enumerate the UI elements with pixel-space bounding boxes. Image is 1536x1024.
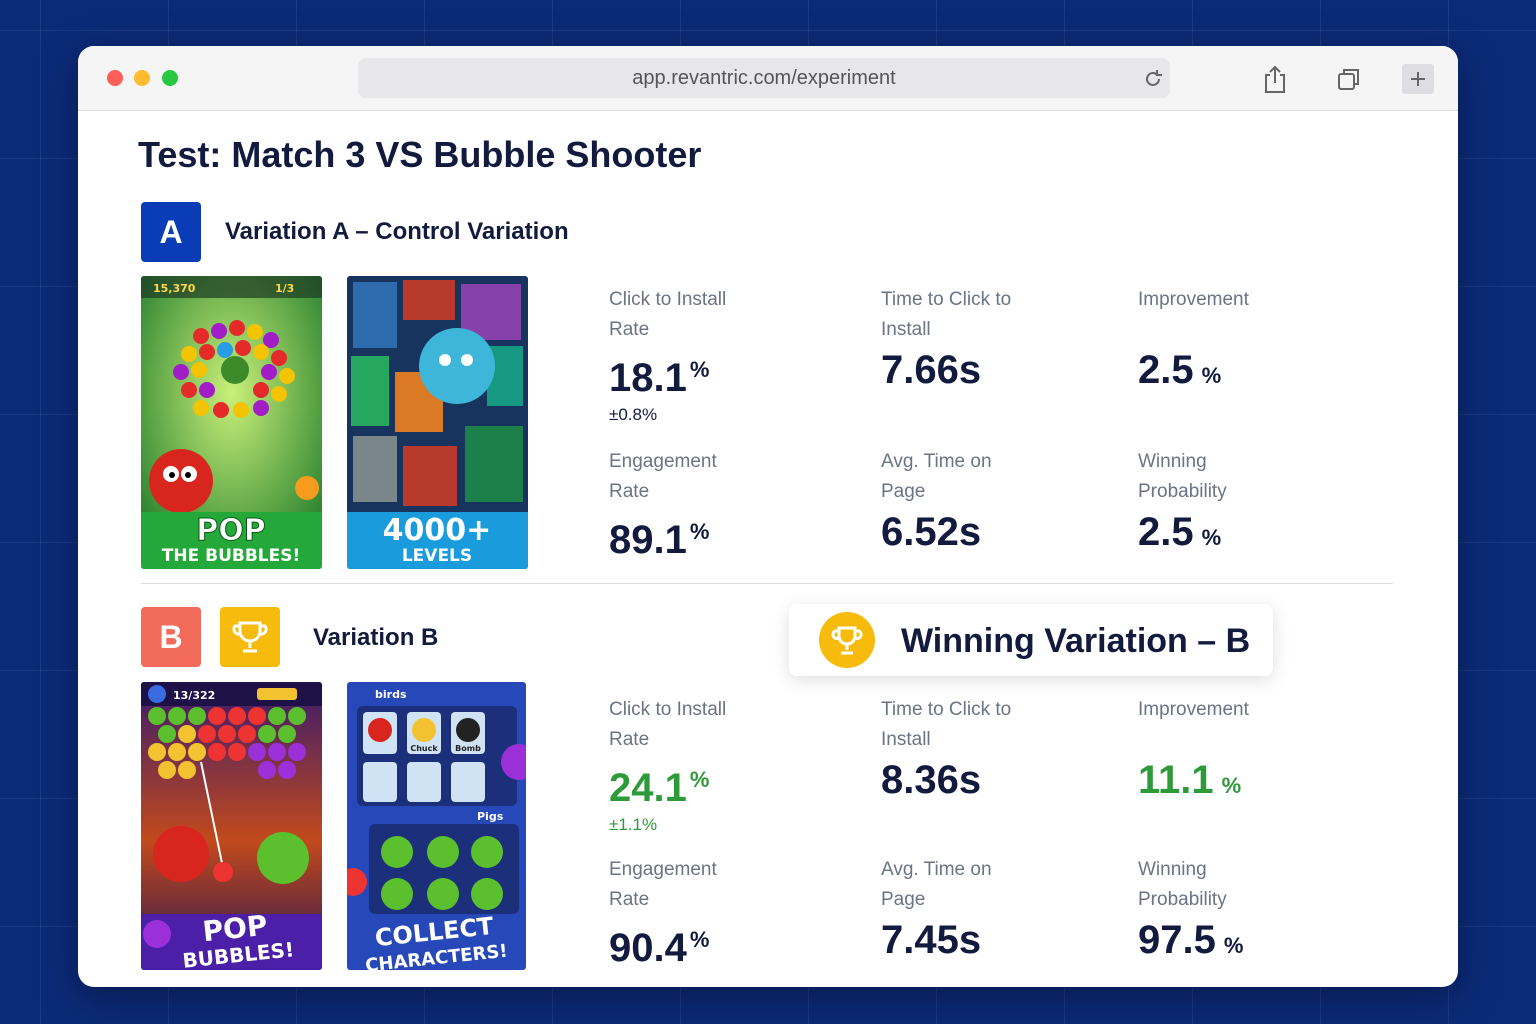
- page-title: Test: Match 3 VS Bubble Shooter: [138, 134, 702, 175]
- creative-caption: POP: [196, 513, 265, 548]
- value-number: 97.5: [1138, 918, 1216, 962]
- metric-label: Avg. Time on Page: [881, 859, 992, 910]
- metric-note: ±1.1%: [609, 815, 658, 834]
- winner-label: Winning Variation – B: [901, 622, 1251, 660]
- winner-card: Winning Variation – B: [789, 604, 1273, 676]
- creative-caption: 4000+: [383, 513, 492, 548]
- trophy-badge: [220, 607, 280, 667]
- metric-value: 8.36s: [881, 757, 1071, 803]
- bubbles: [173, 320, 295, 418]
- metric: Winning Probability 97.5%: [1138, 855, 1328, 969]
- ad-creative: 13/322 POP BUBBLES!: [141, 682, 322, 970]
- hud-text: 15,370: [153, 282, 196, 295]
- bird: [149, 449, 213, 513]
- value-number: 90.4: [609, 926, 687, 970]
- metric-label: Engagement Rate: [609, 859, 717, 910]
- url: app.revantric.com/experiment: [632, 67, 896, 89]
- metric-value: 2.5%: [1138, 347, 1328, 399]
- value-number: 8.36s: [881, 758, 982, 802]
- metric: Engagement Rate 89.1%: [609, 447, 799, 563]
- value-unit: %: [1223, 933, 1244, 958]
- metric-value: 2.5%: [1138, 509, 1328, 561]
- metric-value: 18.1%: [609, 347, 799, 401]
- panel-title: birds: [375, 688, 407, 701]
- minimize-button[interactable]: [134, 70, 150, 86]
- value-number: 6.52s: [881, 510, 982, 554]
- ad-creative: 4000+ LEVELS: [347, 276, 528, 569]
- metric-note: ±0.8%: [609, 405, 658, 424]
- metric-value: 11.1%: [1138, 757, 1328, 809]
- metric: Time to Click to Install 8.36s: [881, 695, 1071, 803]
- value-unit: %: [1201, 525, 1222, 550]
- metric-label: Time to Click to Install: [881, 289, 1012, 340]
- divider: [141, 583, 1393, 584]
- value-number: 24.1: [609, 766, 687, 810]
- creative-caption: LEVELS: [402, 546, 472, 566]
- value-number: 11.1: [1138, 758, 1214, 802]
- variation-badge: A: [141, 202, 201, 262]
- metric-label: Time to Click to Install: [881, 699, 1012, 750]
- value-number: 7.66s: [881, 348, 982, 392]
- metric-label: Winning Probability: [1138, 859, 1227, 910]
- metric: Winning Probability 2.5%: [1138, 447, 1328, 561]
- new-tab-button[interactable]: [1402, 64, 1434, 94]
- value-unit: %: [1221, 773, 1242, 798]
- metric: Engagement Rate 90.4%: [609, 855, 799, 971]
- tabs-icon[interactable]: [1337, 67, 1361, 91]
- metric: Click to Install Rate 24.1% ±1.1%: [609, 695, 799, 835]
- metric-value: 7.45s: [881, 917, 1071, 963]
- value-unit: %: [689, 767, 710, 792]
- trophy-icon: [819, 612, 875, 668]
- metric-label: Improvement: [1138, 699, 1249, 720]
- value-unit: %: [689, 357, 710, 382]
- metric-value: 6.52s: [881, 509, 1071, 555]
- metric-label: Click to Install Rate: [609, 289, 727, 340]
- metric-value: 7.66s: [881, 347, 1071, 393]
- value-unit: %: [1201, 363, 1222, 388]
- metric: Avg. Time on Page 7.45s: [881, 855, 1071, 963]
- value-number: 89.1: [609, 518, 687, 562]
- share-icon[interactable]: [1262, 64, 1288, 94]
- bubbles: [148, 707, 306, 779]
- value-number: 2.5: [1138, 510, 1194, 554]
- hud-text: 13/322: [173, 689, 215, 702]
- address-bar[interactable]: app.revantric.com/experiment: [358, 58, 1170, 98]
- creative-caption: POP: [201, 909, 269, 949]
- toolbar: app.revantric.com/experiment: [78, 46, 1458, 111]
- browser-window: app.revantric.com/experiment Test: Match…: [78, 46, 1458, 987]
- metric-label: Improvement: [1138, 289, 1249, 310]
- metric: Click to Install Rate 18.1% ±0.8%: [609, 285, 799, 425]
- close-button[interactable]: [107, 70, 123, 86]
- metric-label: Click to Install Rate: [609, 699, 727, 750]
- metric-value: 97.5%: [1138, 917, 1328, 969]
- character-name: Bomb: [455, 744, 481, 753]
- creative-caption: THE BUBBLES!: [162, 546, 300, 566]
- character-name: Chuck: [410, 744, 438, 753]
- value-number: 7.45s: [881, 918, 982, 962]
- metric-label: Winning Probability: [1138, 451, 1227, 502]
- ad-creative: 15,370 1/3 POP THE BUBBLES!: [141, 276, 322, 569]
- metric: Avg. Time on Page 6.52s: [881, 447, 1071, 555]
- hud-text: 1/3: [275, 282, 294, 295]
- value-unit: %: [689, 519, 710, 544]
- panel-title: Pigs: [477, 810, 504, 823]
- value-number: 2.5: [1138, 348, 1194, 392]
- value-number: 18.1: [609, 356, 687, 400]
- metric-label: Avg. Time on Page: [881, 451, 992, 502]
- metric: Improvement 2.5%: [1138, 285, 1328, 399]
- ad-creative: birds Chuck Bomb Pigs COLLECT CHARACTERS…: [347, 682, 526, 970]
- metric-label: Engagement Rate: [609, 451, 717, 502]
- metric-value: 89.1%: [609, 509, 799, 563]
- metric-value: 90.4%: [609, 917, 799, 971]
- variation-name: Variation A – Control Variation: [225, 218, 569, 245]
- variation-badge: B: [141, 607, 201, 667]
- reload-icon[interactable]: [1142, 68, 1164, 90]
- value-unit: %: [689, 927, 710, 952]
- metric-value: 24.1%: [609, 757, 799, 811]
- metric: Improvement 11.1%: [1138, 695, 1328, 809]
- zoom-button[interactable]: [162, 70, 178, 86]
- metric: Time to Click to Install 7.66s: [881, 285, 1071, 393]
- variation-name: Variation B: [313, 624, 439, 651]
